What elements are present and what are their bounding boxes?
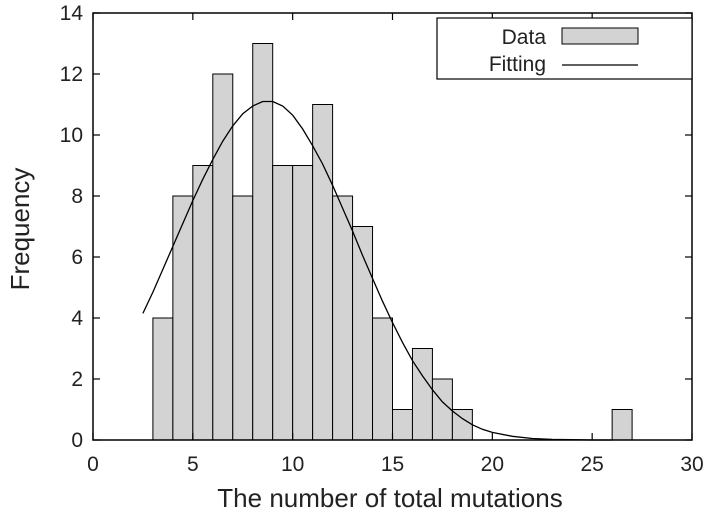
x-tick-label: 20 [481,453,504,476]
x-tick-label: 5 [187,453,199,476]
y-tick-label: 14 [60,2,84,25]
y-axis-label: Frequency [5,168,35,291]
legend: Data Fitting [436,17,693,80]
x-tick-label: 25 [580,453,603,476]
histogram-bar [392,409,413,441]
legend-swatch-data [561,27,639,45]
legend-label-data: Data [502,26,547,49]
histogram-bar [232,195,254,441]
histogram-bar [332,195,354,441]
histogram-bar [372,317,393,441]
y-axis-ticks: 0 2 4 6 8 10 12 14 [60,2,692,452]
y-tick-label: 12 [60,63,83,86]
histogram-bar [272,165,294,441]
fitting-curve [142,100,613,441]
y-tick-label: 8 [71,185,83,208]
histogram-bar [152,317,174,441]
y-tick-label: 6 [71,246,83,269]
histogram-bar [192,165,214,441]
histogram-bar [411,348,433,441]
histogram-bars [152,43,633,441]
y-tick-label: 0 [71,429,83,452]
x-tick-label: 30 [680,453,703,476]
histogram-bar [312,104,334,441]
legend-label-fitting: Fitting [489,53,546,76]
x-tick-label: 0 [87,453,99,476]
histogram-bar [212,73,234,441]
legend-box [436,17,693,80]
y-tick-label: 2 [71,368,83,391]
histogram-bar [352,226,374,441]
y-tick-label: 4 [71,307,83,330]
x-tick-label: 10 [281,453,304,476]
histogram-bar [292,165,314,441]
histogram-bar [172,195,194,441]
histogram-bar [431,378,453,441]
y-tick-label: 10 [60,124,83,147]
histogram-bar [611,409,633,441]
x-tick-label: 15 [381,453,404,476]
x-axis-label: The number of total mutations [217,483,562,513]
histogram-bar [252,43,274,441]
